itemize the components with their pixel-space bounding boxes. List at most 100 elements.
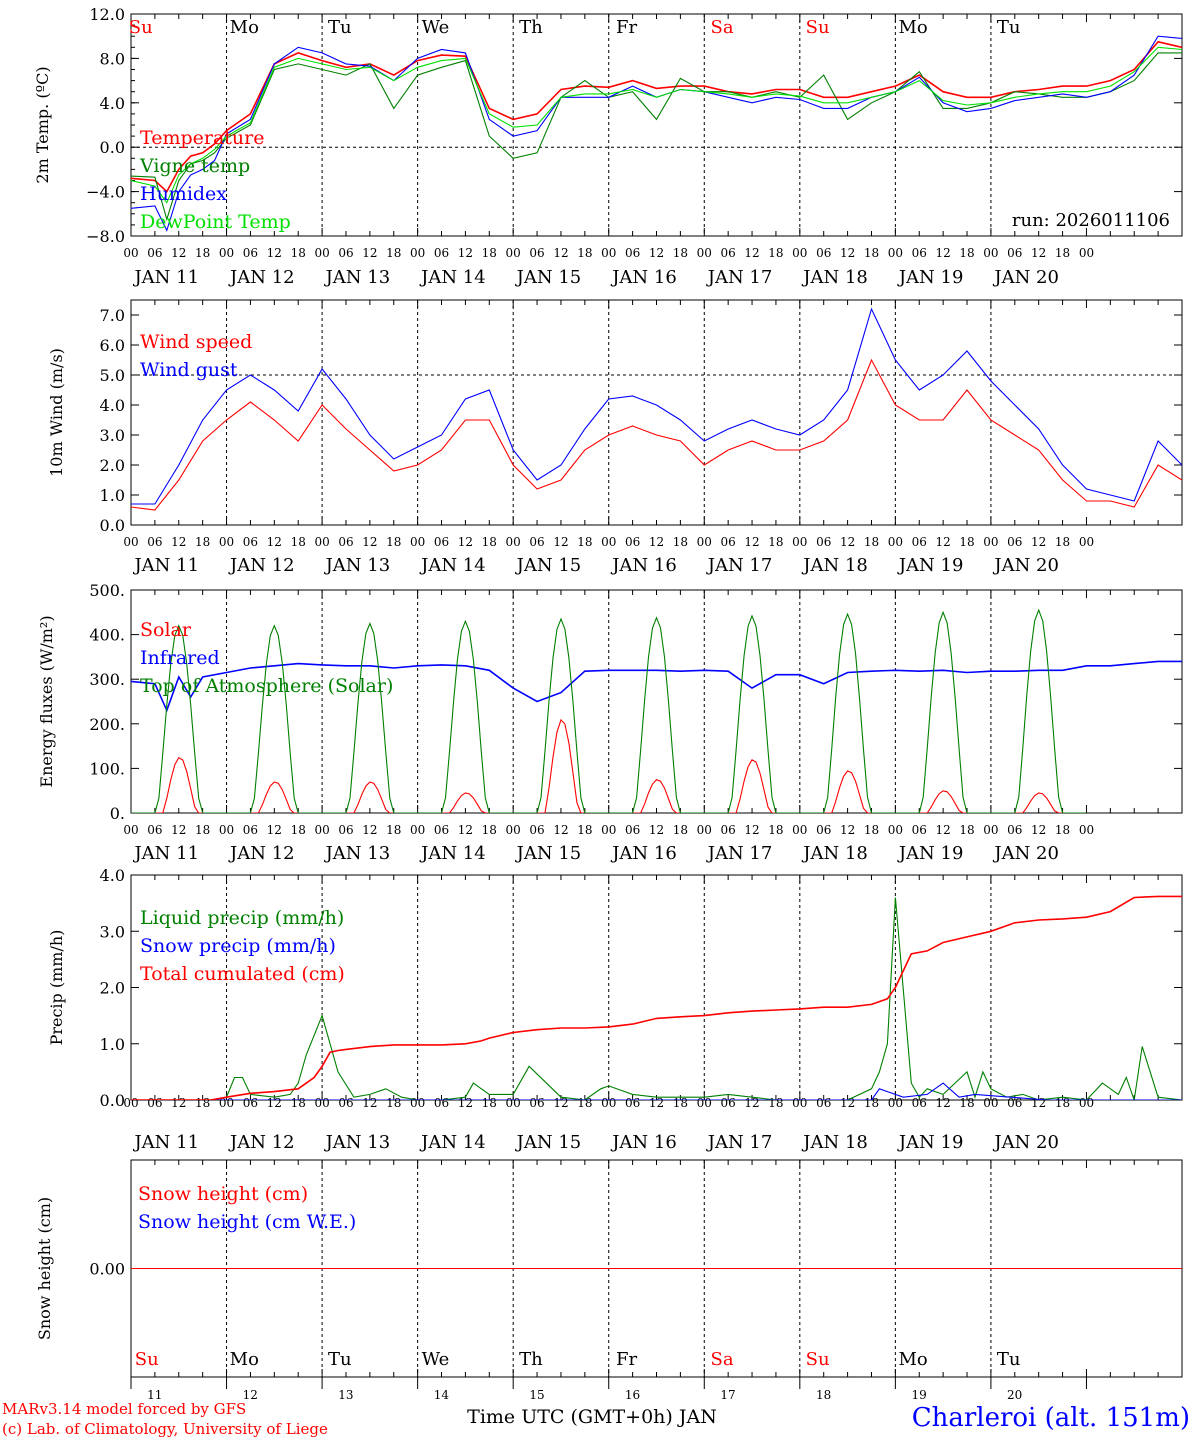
hour-tick-label: 18 [577, 823, 592, 837]
hour-tick-label: 06 [529, 823, 544, 837]
hour-tick-label: 06 [147, 246, 162, 260]
day-number-label: 20 [1007, 1388, 1022, 1402]
hour-tick-label: 06 [625, 823, 640, 837]
date-label: JAN 18 [801, 1132, 868, 1153]
hour-tick-label: 12 [171, 1096, 186, 1110]
hour-tick-label: 18 [386, 1096, 401, 1110]
y-tick-label: 200. [89, 715, 125, 734]
weekday-label: Su [129, 17, 153, 38]
series-line-temperature [131, 40, 1182, 193]
y-tick-label: −4.0 [86, 183, 125, 202]
hour-tick-label: 12 [840, 823, 855, 837]
date-label: JAN 20 [992, 555, 1059, 576]
hour-tick-label: 18 [577, 1096, 592, 1110]
weekday-label: We [422, 1349, 450, 1370]
y-tick-label: 500. [89, 581, 125, 600]
legend-entry: Snow height (cm) [138, 1183, 308, 1205]
hour-tick-label: 06 [147, 823, 162, 837]
series-line-snow-precip-mm-h- [131, 1082, 1182, 1100]
y-tick-label: 4.0 [100, 866, 125, 885]
y-axis-label: 2m Temp. (ºC) [33, 66, 52, 183]
hour-tick-label: 18 [577, 246, 592, 260]
date-label: JAN 17 [706, 555, 773, 576]
date-label: JAN 19 [897, 843, 964, 864]
hour-tick-label: 06 [434, 535, 449, 549]
y-tick-label: −8.0 [86, 227, 125, 246]
hour-tick-label: 18 [864, 823, 879, 837]
hour-tick-label: 12 [935, 246, 950, 260]
hour-tick-label: 18 [291, 246, 306, 260]
weekday-label: Mo [898, 1349, 927, 1370]
hour-tick-label: 06 [147, 535, 162, 549]
y-tick-label: 0.00 [89, 1260, 125, 1279]
hour-tick-label: 00 [1079, 1096, 1094, 1110]
hour-tick-label: 18 [195, 823, 210, 837]
lab-credit: (c) Lab. of Climatology, University of L… [2, 1420, 328, 1438]
hour-tick-label: 18 [195, 246, 210, 260]
date-label: JAN 12 [228, 843, 295, 864]
hour-tick-label: 00 [123, 1096, 138, 1110]
y-tick-label: 3.0 [100, 426, 125, 445]
hour-tick-label: 06 [529, 1096, 544, 1110]
date-label: JAN 15 [515, 267, 582, 288]
hour-tick-label: 18 [1055, 823, 1070, 837]
y-tick-label: 7.0 [100, 306, 125, 325]
hour-tick-label: 00 [506, 535, 521, 549]
weekday-label: Tu [328, 17, 352, 38]
y-tick-label: 0. [110, 804, 125, 823]
date-label: JAN 11 [132, 555, 199, 576]
day-number-label: 11 [147, 1388, 162, 1402]
hour-tick-label: 06 [816, 246, 831, 260]
hour-tick-label: 06 [816, 535, 831, 549]
model-credit: MARv3.14 model forced by GFS [2, 1400, 246, 1418]
hour-tick-label: 06 [625, 1096, 640, 1110]
series-line-liquid-precip-mm-h- [131, 897, 1182, 1100]
date-label: JAN 12 [228, 1132, 295, 1153]
day-number-label: 19 [911, 1388, 926, 1402]
date-label: JAN 18 [801, 555, 868, 576]
hour-tick-label: 18 [864, 1096, 879, 1110]
y-tick-label: 4.0 [100, 94, 125, 113]
weekday-label: Su [806, 17, 830, 38]
weekday-label: Su [135, 1349, 159, 1370]
hour-tick-label: 00 [697, 1096, 712, 1110]
hour-tick-label: 18 [673, 1096, 688, 1110]
series-line-top-of-atmosphere-solar- [131, 608, 1087, 813]
hour-tick-label: 12 [744, 535, 759, 549]
date-label: JAN 13 [324, 1132, 391, 1153]
hour-tick-label: 00 [410, 246, 425, 260]
hour-tick-label: 00 [314, 1096, 329, 1110]
weekday-label: Th [519, 1349, 543, 1370]
y-tick-label: 0.0 [100, 1091, 125, 1110]
date-label: JAN 16 [610, 1132, 677, 1153]
hour-tick-label: 18 [291, 535, 306, 549]
hour-tick-label: 12 [362, 535, 377, 549]
date-label: JAN 18 [801, 843, 868, 864]
date-label: JAN 15 [515, 1132, 582, 1153]
y-tick-label: 400. [89, 626, 125, 645]
legend-entry: Liquid precip (mm/h) [140, 907, 344, 929]
hour-tick-label: 18 [577, 535, 592, 549]
hour-tick-label: 00 [601, 823, 616, 837]
weekday-label: Th [519, 17, 543, 38]
hour-tick-label: 18 [864, 246, 879, 260]
hour-tick-label: 06 [721, 1096, 736, 1110]
hour-tick-label: 06 [338, 1096, 353, 1110]
hour-tick-label: 06 [816, 1096, 831, 1110]
date-label: JAN 19 [897, 267, 964, 288]
hour-tick-label: 18 [959, 535, 974, 549]
hour-tick-label: 18 [1055, 535, 1070, 549]
y-tick-label: 300. [89, 670, 125, 689]
hour-tick-label: 18 [673, 246, 688, 260]
hour-tick-label: 18 [195, 1096, 210, 1110]
series-line-wind-speed [131, 358, 1182, 511]
panel-3: 500. 400. 300. 200. 100. 0. Energy fluxes (W/m… [37, 581, 1183, 864]
hour-tick-label: 12 [935, 1096, 950, 1110]
hour-tick-label: 18 [768, 246, 783, 260]
hour-tick-label: 12 [649, 823, 664, 837]
hour-tick-label: 00 [888, 823, 903, 837]
day-number-label: 13 [338, 1388, 353, 1402]
hour-tick-label: 06 [1007, 535, 1022, 549]
hour-tick-label: 06 [434, 246, 449, 260]
hour-tick-label: 18 [195, 535, 210, 549]
